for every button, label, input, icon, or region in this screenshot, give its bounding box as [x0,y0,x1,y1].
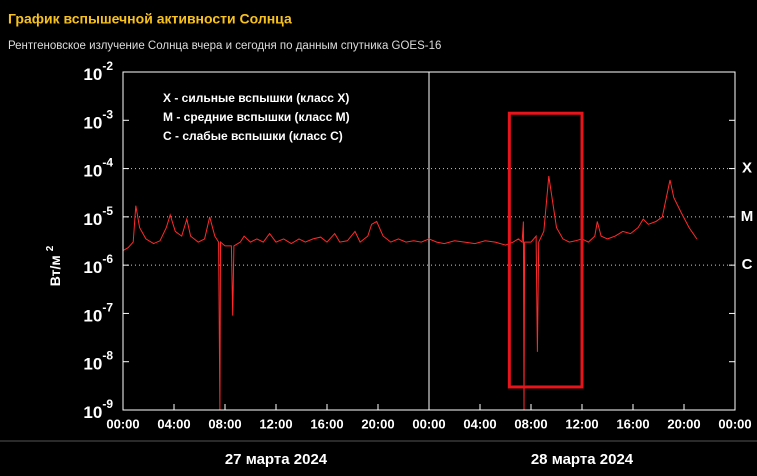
y-tick-label: 10-5 [83,204,113,229]
x-tick-label: 04:00 [463,416,496,431]
y-tick-exponent: -6 [102,252,113,266]
y-tick-base: 10 [83,162,102,181]
date-label: 27 марта 2024 [225,451,328,468]
y-tick-base: 10 [83,65,102,84]
y-axis-label-text: Вт/м [47,255,63,286]
x-tick-label: 12:00 [259,416,292,431]
highlight-box [507,111,584,389]
x-tick-label: 00:00 [718,416,751,431]
date-label: 28 марта 2024 [531,451,634,468]
class-label: M [741,208,754,225]
legend-note: X - сильные вспышки (класс X) [163,91,349,105]
chart-subtitle: Рентгеновское излучение Солнца вчера и с… [8,40,441,52]
x-tick-label: 12:00 [565,416,598,431]
chart-title: График вспышечной активности Солнца [8,11,292,27]
legend-note: M - средние вспышки (класс M) [163,110,350,124]
y-tick-label: 10-2 [83,59,113,84]
y-tick-exponent: -3 [102,107,113,121]
y-tick-label: 10-6 [83,252,113,277]
y-axis-label: Вт/м 2 [45,245,63,286]
y-tick-base: 10 [83,259,102,278]
y-tick-base: 10 [83,355,102,374]
y-tick-exponent: -2 [102,59,113,73]
y-tick-exponent: -9 [102,397,113,411]
y-tick-exponent: -5 [102,204,113,218]
class-label: X [742,160,752,177]
x-tick-label: 20:00 [361,416,394,431]
y-tick-base: 10 [83,307,102,326]
y-tick-exponent: -7 [102,301,113,315]
x-tick-label: 08:00 [208,416,241,431]
x-tick-label: 00:00 [106,416,139,431]
x-tick-label: 08:00 [514,416,547,431]
x-tick-label: 00:00 [412,416,445,431]
flux-line [122,176,698,411]
x-tick-label: 16:00 [616,416,649,431]
y-tick-base: 10 [83,114,102,133]
y-tick-label: 10-8 [83,349,113,374]
y-tick-base: 10 [83,210,102,229]
x-tick-label: 04:00 [157,416,190,431]
x-tick-label: 16:00 [310,416,343,431]
y-axis-label-sup: 2 [45,245,56,251]
y-tick-exponent: -8 [102,349,113,363]
y-tick-label: 10-4 [83,156,113,181]
y-tick-base: 10 [83,403,102,422]
legend-note: C - слабые вспышки (класс C) [163,129,343,143]
y-tick-exponent: -4 [102,156,113,170]
plot-frame [122,71,736,411]
x-tick-label: 20:00 [667,416,700,431]
y-tick-label: 10-9 [83,397,113,422]
y-tick-label: 10-7 [83,301,113,326]
y-tick-label: 10-3 [83,107,113,132]
class-label: C [742,256,753,273]
